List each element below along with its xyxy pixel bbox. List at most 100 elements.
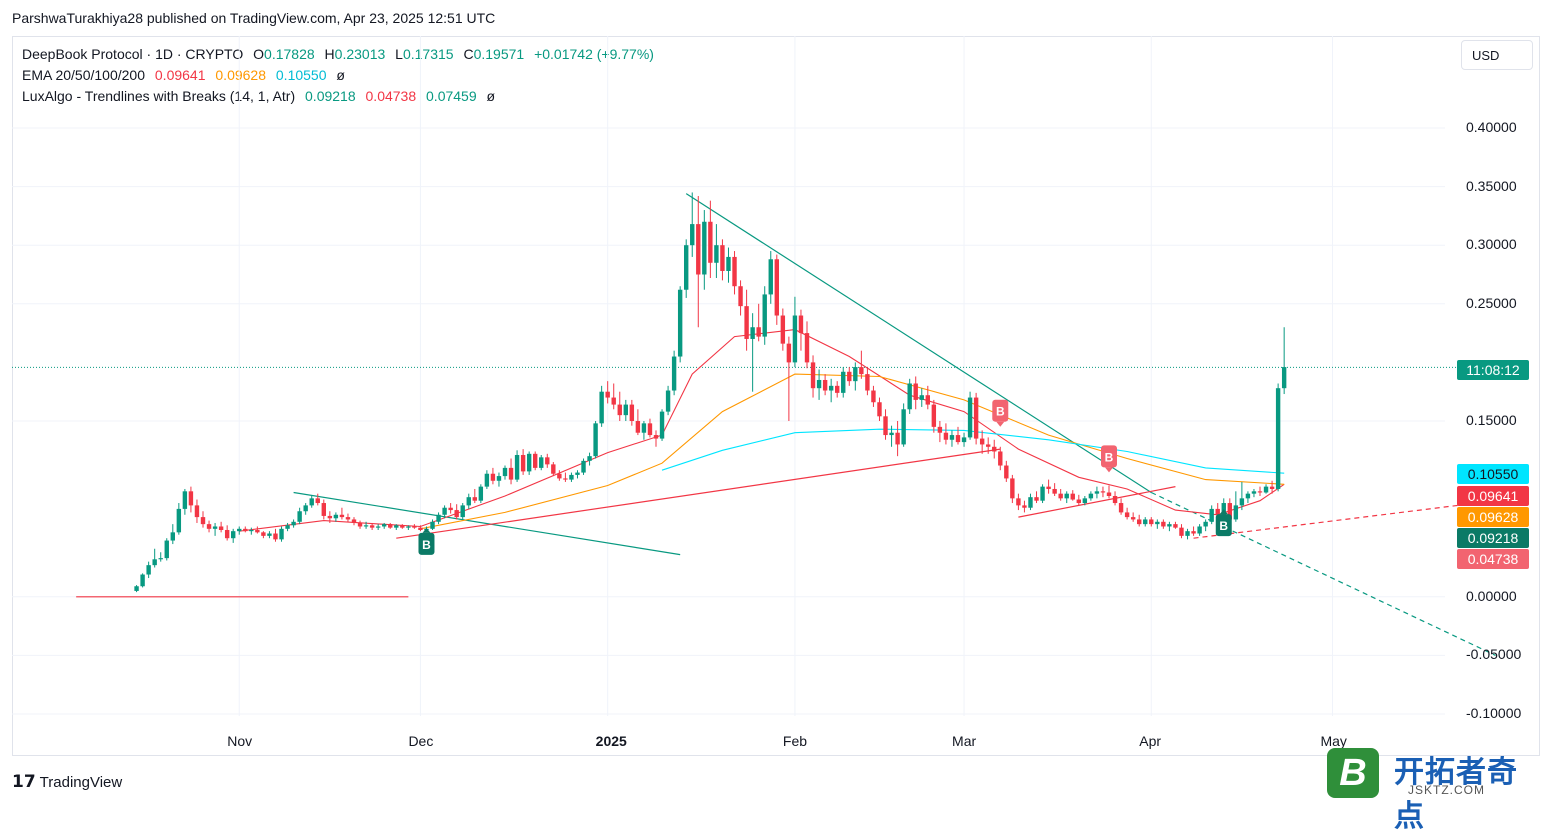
ohlc-open-key: O bbox=[253, 46, 265, 62]
candle bbox=[394, 524, 399, 530]
candle-body bbox=[684, 245, 689, 290]
candle bbox=[303, 503, 308, 515]
candle bbox=[919, 388, 924, 407]
candle-body bbox=[810, 362, 816, 389]
tradingview-logo[interactable]: 𝟭𝟳 TradingView bbox=[12, 772, 122, 792]
legend-ema-row[interactable]: EMA 20/50/100/200 0.09641 0.09628 0.1055… bbox=[22, 65, 654, 86]
candle bbox=[756, 303, 761, 342]
candle bbox=[279, 526, 284, 542]
candle bbox=[520, 449, 526, 475]
candle bbox=[321, 499, 326, 520]
candle bbox=[490, 467, 496, 485]
candle bbox=[339, 507, 345, 520]
candle-body bbox=[599, 391, 604, 424]
candle bbox=[841, 367, 846, 398]
candle-body bbox=[557, 473, 562, 479]
candle bbox=[297, 507, 302, 525]
candle-body bbox=[321, 503, 326, 516]
candle bbox=[659, 409, 665, 441]
candle-body bbox=[714, 245, 719, 263]
candle-body bbox=[841, 371, 846, 393]
ohlc-high-key: H bbox=[324, 46, 335, 62]
candle-body bbox=[382, 524, 387, 527]
candle bbox=[231, 528, 236, 543]
candle-body bbox=[394, 525, 399, 528]
candle bbox=[859, 350, 864, 379]
candle bbox=[629, 399, 635, 426]
candle bbox=[635, 409, 641, 436]
candle bbox=[1155, 519, 1160, 529]
candle bbox=[1173, 521, 1178, 529]
trendline-support bbox=[1018, 486, 1176, 518]
candle-body bbox=[1106, 492, 1112, 497]
candle bbox=[478, 484, 484, 504]
candle-body bbox=[847, 371, 852, 382]
marker-letter: B bbox=[1219, 519, 1228, 533]
candle-body bbox=[478, 486, 484, 501]
candle bbox=[412, 524, 417, 529]
candle-body bbox=[671, 356, 677, 391]
candle bbox=[593, 421, 598, 459]
candle bbox=[1124, 507, 1130, 520]
candle-body bbox=[955, 435, 961, 443]
candle-body bbox=[339, 514, 345, 518]
candle bbox=[998, 446, 1003, 471]
ohlc-low-value: 0.17315 bbox=[402, 46, 454, 62]
candle-body bbox=[237, 528, 242, 532]
candle-body bbox=[1155, 521, 1160, 525]
price-tick-label: 0.35000 bbox=[1466, 177, 1517, 194]
candle-body bbox=[1010, 478, 1015, 499]
candle-body bbox=[979, 438, 985, 445]
ema-label[interactable]: EMA 20/50/100/200 bbox=[22, 67, 145, 83]
candle-body bbox=[986, 444, 991, 447]
candle-body bbox=[816, 379, 822, 389]
tradingview-brand: TradingView bbox=[39, 774, 123, 791]
candle-body bbox=[913, 383, 918, 400]
bearish-break-marker: B bbox=[992, 399, 1009, 427]
candle bbox=[786, 336, 792, 421]
candle bbox=[611, 383, 616, 410]
candle bbox=[514, 450, 520, 482]
candle bbox=[466, 493, 471, 509]
candle-body bbox=[1215, 508, 1220, 515]
candle bbox=[140, 573, 145, 588]
candle bbox=[732, 251, 737, 295]
candle-body bbox=[406, 526, 411, 528]
candle bbox=[182, 488, 188, 515]
legend-luxalgo-row[interactable]: LuxAlgo - Trendlines with Breaks (14, 1,… bbox=[22, 86, 654, 107]
candle-body bbox=[164, 540, 169, 559]
candle-body bbox=[134, 586, 139, 591]
candle-body bbox=[1173, 524, 1178, 528]
price-tick-label: 0.00000 bbox=[1466, 587, 1517, 604]
symbol-name[interactable]: DeepBook Protocol · 1D · CRYPTO bbox=[22, 46, 244, 62]
candle-body bbox=[1088, 493, 1094, 499]
candle bbox=[1130, 512, 1136, 522]
ema50-price-badge: 0.09628 bbox=[1457, 507, 1529, 527]
candle bbox=[146, 561, 151, 579]
chart-grid bbox=[12, 36, 1456, 716]
price-chart[interactable]: B B B B bbox=[0, 0, 1554, 803]
candle bbox=[1010, 474, 1015, 504]
luxalgo-label[interactable]: LuxAlgo - Trendlines with Breaks (14, 1,… bbox=[22, 88, 296, 104]
candle bbox=[871, 385, 876, 407]
candle bbox=[291, 519, 296, 528]
candle bbox=[581, 458, 586, 475]
trendline-extension bbox=[1193, 500, 1496, 539]
candle-body bbox=[231, 531, 236, 539]
candle-body bbox=[514, 454, 520, 480]
candle bbox=[768, 251, 773, 304]
candle-body bbox=[617, 404, 622, 416]
candle bbox=[889, 425, 894, 447]
candle-body bbox=[744, 306, 749, 339]
candle bbox=[158, 552, 163, 562]
candle-body bbox=[587, 456, 592, 461]
candle-body bbox=[792, 315, 798, 363]
ohlc-close-value: 0.19571 bbox=[473, 46, 525, 62]
lux-value-2: 0.04738 bbox=[365, 88, 417, 104]
legend-symbol-row[interactable]: DeepBook Protocol · 1D · CRYPTO O0.17828… bbox=[22, 44, 654, 65]
candle-body bbox=[194, 505, 200, 518]
currency-button[interactable]: USD bbox=[1461, 40, 1533, 70]
bearish-break-marker: B bbox=[1101, 445, 1117, 473]
candle bbox=[448, 503, 453, 514]
candle bbox=[508, 458, 514, 485]
